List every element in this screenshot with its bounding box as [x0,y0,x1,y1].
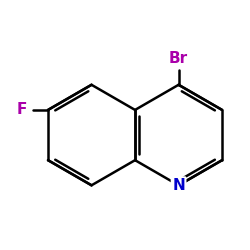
Text: N: N [172,178,185,193]
Text: F: F [17,102,27,118]
Text: Br: Br [169,51,188,66]
